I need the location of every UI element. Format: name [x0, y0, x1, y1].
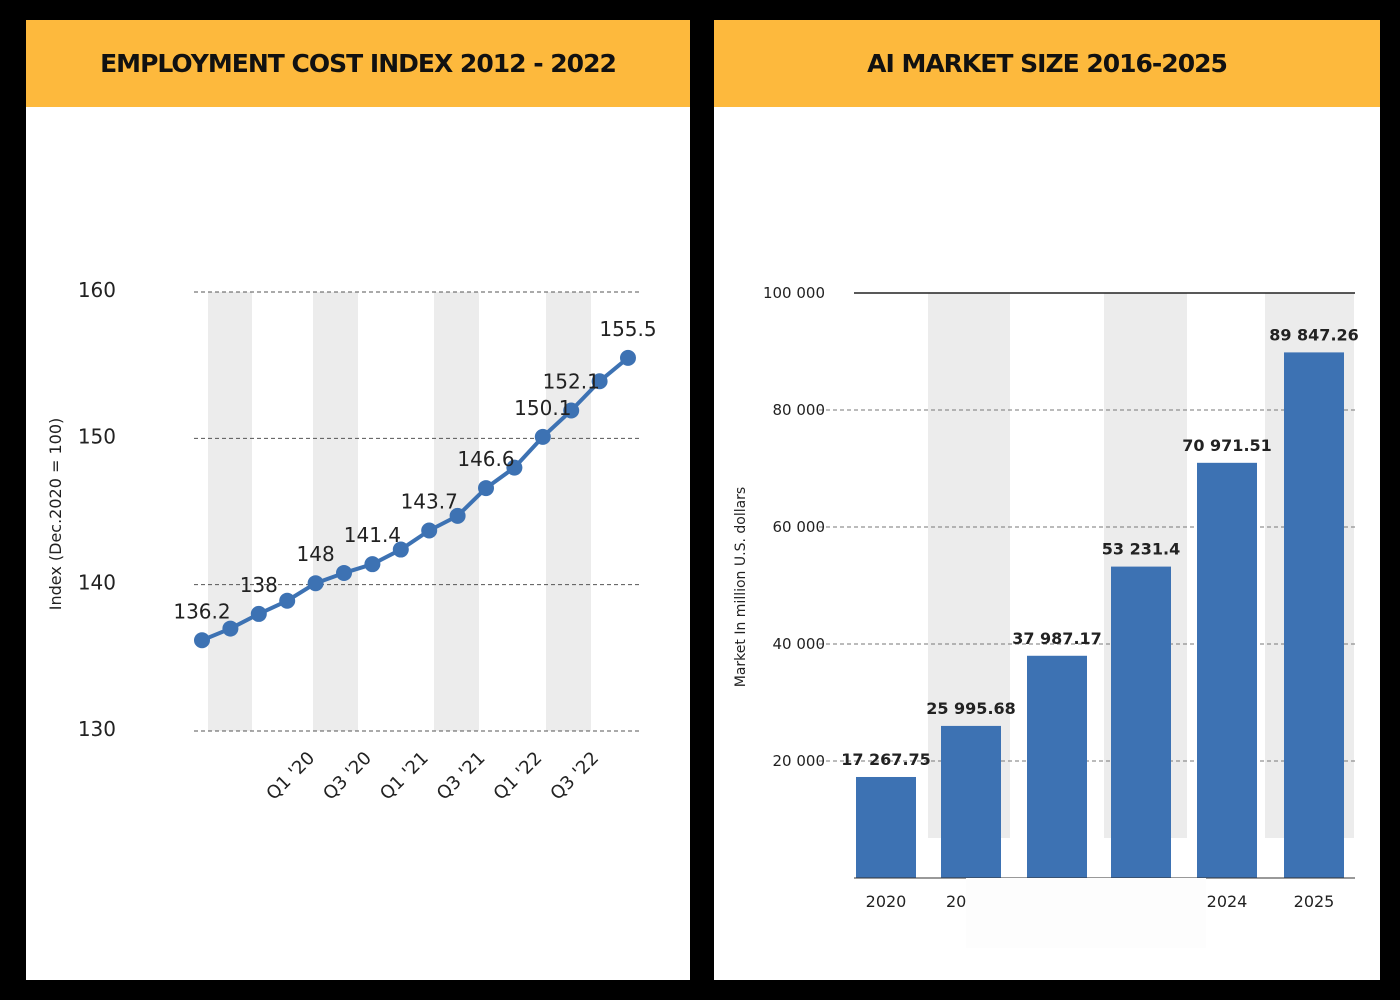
right-chart-header: AI MARKET SIZE 2016-2025: [714, 20, 1380, 107]
x-tick-label: Q1 '21: [376, 748, 433, 805]
data-point: [421, 522, 438, 539]
bar: [1197, 462, 1257, 878]
data-point: [534, 428, 551, 445]
x-tick-label: 2025: [1294, 892, 1335, 911]
bar-value-label: 25 995.68: [926, 699, 1016, 718]
data-point: [620, 349, 636, 366]
y-tick-label: 100 000: [763, 284, 825, 302]
data-point: [307, 575, 324, 592]
bar-value-label: 53 231.4: [1102, 540, 1180, 559]
data-label: 150.1: [514, 396, 571, 420]
bar-value-label: 89 847.26: [1269, 325, 1359, 344]
data-label: 155.5: [599, 317, 656, 341]
y-tick-label: 130: [78, 717, 116, 741]
data-point: [364, 556, 381, 573]
data-point: [222, 620, 239, 637]
data-label: 148: [297, 542, 335, 566]
data-point: [392, 541, 409, 558]
data-point: [506, 459, 523, 476]
x-tick-label: 20: [946, 892, 966, 911]
right-chart-panel: AI MARKET SIZE 2016-2025 20 000 40 000 60 …: [714, 20, 1380, 980]
y-tick-label: 20 000: [773, 752, 826, 770]
label-obscuring-patch: [966, 878, 1206, 948]
y-tick-label: 160: [78, 278, 116, 302]
data-label: 152.1: [543, 370, 600, 394]
employment-cost-index-line-chart: 130 140 150 160 Index (Dec.2020 = 100) Q1 '20…: [46, 278, 657, 805]
background-band: [208, 292, 252, 731]
x-tick-label: Q1 '22: [490, 748, 547, 805]
x-tick-label: 2020: [866, 892, 907, 911]
left-chart-panel: EMPLOYMENT COST INDEX 2012 - 2022 130 140…: [26, 20, 690, 980]
x-tick-label: 2024: [1207, 892, 1248, 911]
x-tick-label: Q3 '21: [433, 748, 490, 805]
y-axis-label: Index (Dec.2020 = 100): [46, 418, 65, 611]
left-chart-header: EMPLOYMENT COST INDEX 2012 - 2022: [26, 20, 690, 107]
series-line: [201, 356, 630, 643]
x-tick-label: Q3 '20: [319, 748, 376, 805]
bar-value-label: 70 971.51: [1182, 436, 1272, 455]
left-chart-title: EMPLOYMENT COST INDEX 2012 - 2022: [100, 49, 617, 78]
bar-value-label: 17 267.75: [841, 750, 931, 769]
ai-market-size-bar-chart: 20 000 40 000 60 000 80 000 100 000 Market In…: [733, 284, 1359, 911]
right-chart-title: AI MARKET SIZE 2016-2025: [867, 49, 1228, 78]
data-label: 138: [240, 573, 278, 597]
data-point: [336, 564, 352, 581]
y-tick-label: 150: [78, 424, 116, 448]
background-band: [546, 292, 591, 731]
data-label: 141.4: [344, 523, 401, 547]
y-tick-label: 40 000: [773, 635, 826, 653]
bar: [1284, 352, 1344, 878]
data-point: [194, 632, 210, 649]
data-point: [449, 507, 466, 524]
data-point: [250, 605, 267, 622]
data-label: 146.6: [457, 447, 514, 471]
data-label: 143.7: [401, 490, 458, 514]
x-tick-label: Q1 '20: [262, 748, 319, 805]
bar: [856, 776, 916, 878]
bar-value-label: 37 987.17: [1012, 629, 1102, 648]
background-band: [313, 292, 358, 731]
y-tick-label: 140: [78, 571, 116, 595]
y-tick-label: 80 000: [773, 401, 826, 419]
data-point: [279, 592, 296, 609]
x-tick-label: Q3 '22: [546, 748, 603, 805]
bar: [1111, 566, 1171, 878]
data-label: 136.2: [173, 599, 230, 623]
data-point: [591, 373, 608, 390]
data-point: [563, 402, 580, 419]
bar: [1027, 655, 1087, 878]
data-point: [478, 480, 494, 497]
y-tick-label: 60 000: [773, 518, 826, 536]
y-axis-label: Market In million U.S. dollars: [733, 487, 749, 687]
bar: [941, 725, 1001, 878]
